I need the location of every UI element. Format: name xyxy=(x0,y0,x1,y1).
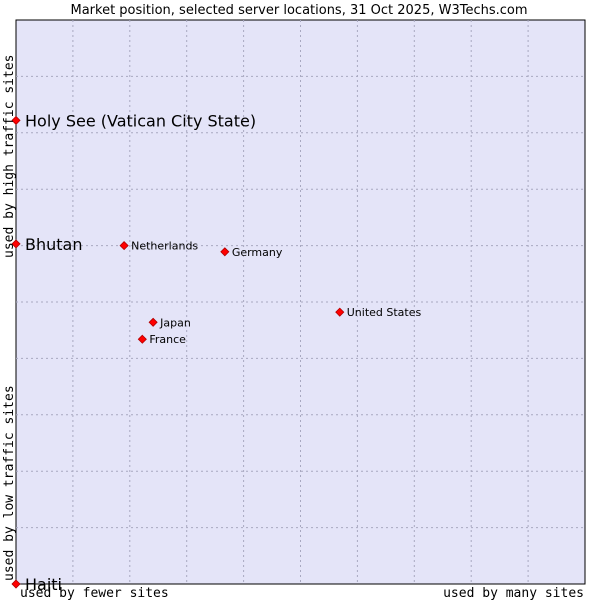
data-point-marker xyxy=(220,247,230,257)
data-point-marker xyxy=(119,241,129,251)
data-point-label: Japan xyxy=(159,316,191,329)
data-point-label: Haiti xyxy=(25,575,62,594)
x-axis-label-left: used by fewer sites xyxy=(20,586,169,600)
data-point-label: France xyxy=(149,333,186,346)
data-point-label: Germany xyxy=(232,246,283,259)
data-point-label: United States xyxy=(347,306,422,319)
data-point-label: Holy See (Vatican City State) xyxy=(25,111,256,130)
data-point-marker xyxy=(137,334,147,344)
data-point-marker xyxy=(11,115,21,125)
data-point-label: Netherlands xyxy=(131,240,198,253)
x-axis-label-right: used by many sites xyxy=(443,586,584,600)
data-point-marker xyxy=(335,307,345,317)
data-point-label: Bhutan xyxy=(25,235,82,254)
data-point-marker xyxy=(11,579,21,589)
data-point-marker xyxy=(11,239,21,249)
grid-lines xyxy=(16,20,585,584)
y-axis-label-top: used by high traffic sites xyxy=(2,55,17,259)
data-point-marker xyxy=(148,317,158,327)
y-axis-label-bottom: used by low traffic sites xyxy=(2,385,17,581)
data-points: Holy See (Vatican City State) Bhutan Haiti… xyxy=(11,111,422,594)
chart-title: Market position, selected server locatio… xyxy=(70,3,527,18)
